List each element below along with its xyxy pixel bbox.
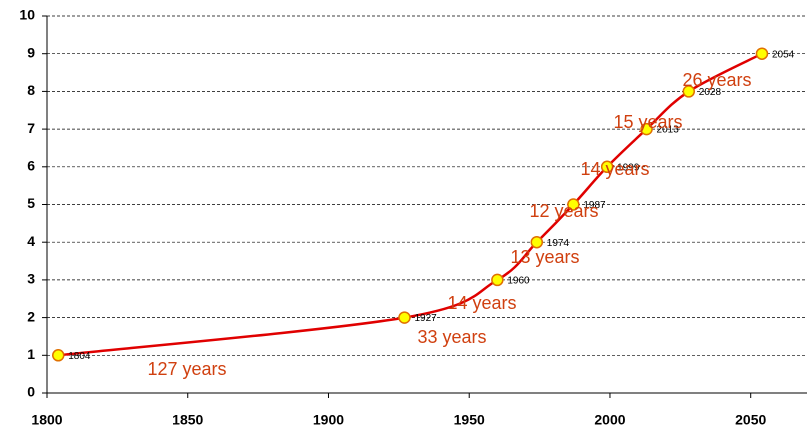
y-tick-label: 1	[27, 346, 35, 362]
interval-annotation: 127 years	[147, 359, 226, 379]
interval-annotation: 15 years	[613, 112, 682, 132]
y-tick-label: 3	[27, 271, 35, 287]
marker	[398, 311, 411, 324]
marker	[530, 235, 544, 249]
marker	[755, 47, 769, 60]
y-tick-label: 2	[27, 308, 35, 324]
interval-annotation: 14 years	[580, 159, 649, 179]
y-tick-label: 6	[27, 158, 35, 174]
point-label: 1987	[583, 200, 606, 211]
point-label: 2013	[657, 125, 680, 136]
x-tick-label: 1850	[172, 412, 203, 428]
population-line	[58, 52, 763, 357]
interval-annotation: 14 years	[447, 293, 516, 313]
point-label: 1974	[547, 238, 570, 249]
y-tick-label: 5	[27, 195, 35, 211]
point-label: 2028	[699, 87, 722, 98]
point-label: 1804	[68, 351, 91, 362]
x-tick-label: 2000	[594, 412, 625, 428]
marker	[491, 273, 504, 287]
y-tick-label: 9	[27, 44, 35, 60]
marker	[52, 349, 65, 362]
interval-annotation: 26 years	[682, 70, 751, 90]
point-label: 1927	[414, 313, 437, 324]
point-label: 1960	[507, 276, 530, 287]
x-tick-label: 2050	[735, 412, 766, 428]
point-label: 1999	[617, 162, 640, 173]
y-tick-label: 7	[27, 120, 35, 136]
y-tick-label: 4	[27, 233, 35, 249]
x-tick-label: 1950	[454, 412, 485, 428]
point-label: 2054	[772, 49, 795, 60]
x-tick-label: 1800	[31, 412, 62, 428]
marker	[640, 122, 653, 136]
interval-annotation: 12 years	[529, 201, 598, 221]
marker	[567, 198, 580, 211]
y-tick-label: 0	[27, 384, 35, 400]
marker	[682, 85, 696, 98]
interval-annotation: 33 years	[417, 327, 486, 347]
y-tick-label: 10	[19, 7, 35, 23]
interval-annotation: 13 years	[510, 247, 579, 267]
marker	[600, 160, 614, 174]
y-tick-label: 8	[27, 82, 35, 98]
x-tick-label: 1900	[313, 412, 344, 428]
